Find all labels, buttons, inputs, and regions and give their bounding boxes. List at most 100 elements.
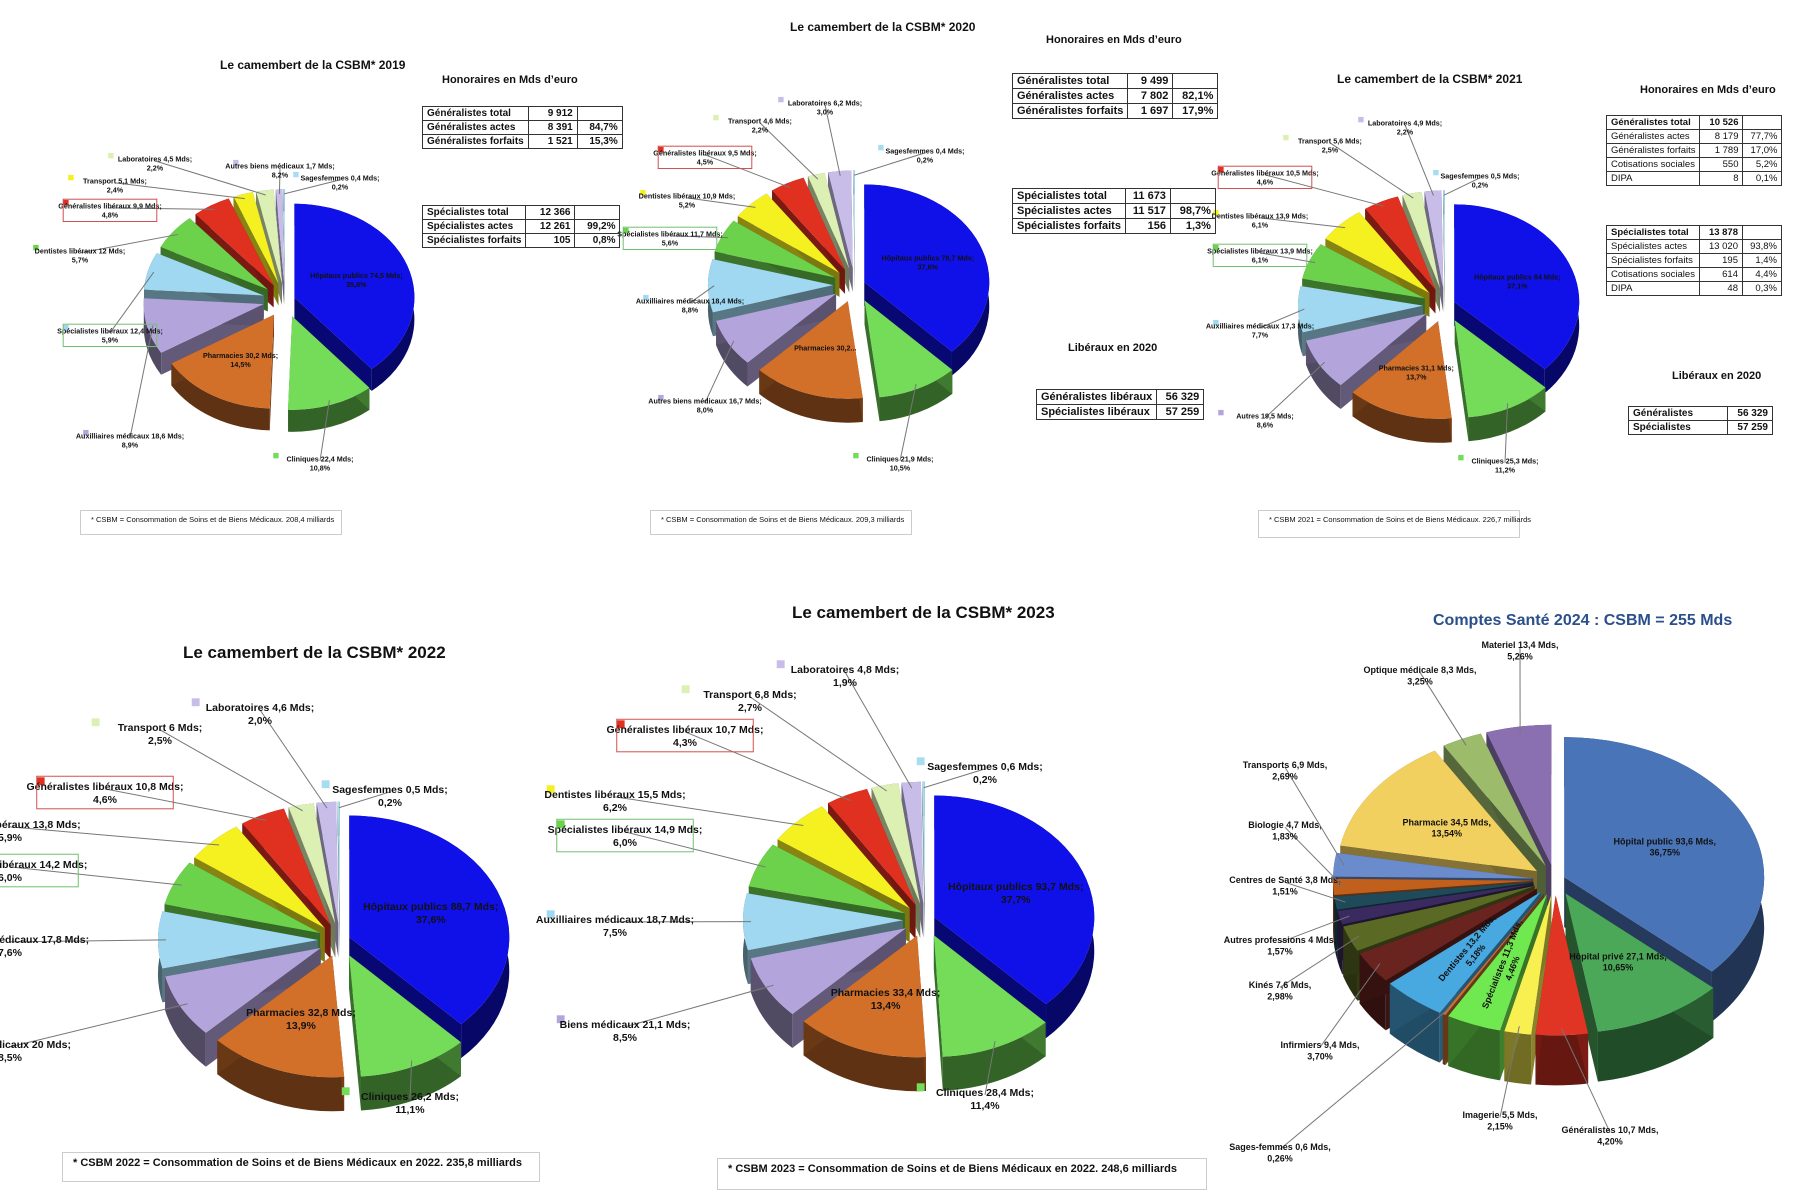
slice-label-pct: 5,6% bbox=[662, 239, 679, 248]
slice-label-autres-biens-medicaux: Autres biens médicaux 16,7 Mds;8,0% bbox=[648, 340, 762, 415]
slice-label-generalistes: Généralistes 10,7 Mds,4,20% bbox=[1561, 1028, 1659, 1146]
slice-label-pct: 35,8% bbox=[346, 280, 367, 289]
slice-label-name: Transport 6,8 Mds; bbox=[703, 689, 796, 701]
leader-line bbox=[159, 729, 303, 812]
pie-slice-sagesfemmes bbox=[853, 170, 855, 292]
leader-line bbox=[824, 104, 841, 176]
slice-label-name: Laboratoires 4,8 Mds; bbox=[791, 664, 900, 676]
slice-label-pct: 8,5% bbox=[0, 1052, 23, 1064]
slice-label-name: Généralistes libéraux 10,8 Mds; bbox=[27, 781, 184, 793]
footnote-2019: * CSBM = Consommation de Soins et de Bie… bbox=[80, 510, 342, 535]
slice-label-transport: Transport 6,8 Mds;2,7% bbox=[681, 685, 887, 792]
slice-label-pct: 37,7% bbox=[1001, 894, 1031, 906]
slice-label-laboratoires: Laboratoires 4,6 Mds;2,0% bbox=[191, 698, 328, 809]
pie-slice-hopitaux-publics bbox=[1454, 204, 1580, 394]
slice-label-auxilliaires-medicaux: Auxilliaires médicaux 18,4 Mds;8,8% bbox=[636, 285, 744, 315]
slice-label-name: Cliniques 25,3 Mds; bbox=[1471, 457, 1538, 466]
pie-slice-sagesfemmes bbox=[283, 189, 285, 305]
legend-swatch bbox=[1213, 209, 1219, 216]
slice-label-name: Sagesfemmes 0,6 Mds; bbox=[927, 761, 1043, 773]
slice-label-pct: 10,8% bbox=[310, 464, 331, 473]
legend-swatch bbox=[776, 660, 785, 669]
table-row: Spécialistes actes 12 261 99,2% bbox=[421, 219, 621, 234]
slice-label-pct: 37,6% bbox=[416, 914, 446, 926]
leader-line bbox=[9, 1003, 188, 1048]
liberaux-table-2020: Généralistes libéraux 56 329 Spécialistes… bbox=[1035, 389, 1205, 420]
label-box bbox=[36, 775, 174, 810]
legend-swatch bbox=[1283, 134, 1289, 141]
slice-label-name: Dentistes libéraux 13,9 Mds; bbox=[1212, 212, 1309, 221]
leader-line bbox=[1279, 935, 1360, 988]
slice-label-name: Biens médicaux 21,1 Mds; bbox=[560, 1019, 691, 1031]
leader-line bbox=[686, 197, 756, 208]
leader-line bbox=[899, 383, 917, 461]
slice-label-pharmacies: Pharmacies 30,2... bbox=[794, 343, 856, 352]
pie-slice-pharmacies bbox=[171, 314, 274, 431]
table-row: Spécialistes actes 11 517 98,7% bbox=[1012, 203, 1216, 219]
slice-label-auxilliaires-medicaux: Auxilliaires médicaux 17,8 Mds;7,6% bbox=[0, 934, 167, 959]
legend-swatch bbox=[878, 144, 884, 151]
pie-slice-pharmacies bbox=[217, 955, 345, 1112]
table-row: Spécialistes total 12 366 bbox=[421, 205, 621, 220]
leader-line bbox=[923, 768, 986, 789]
slice-label-name: Dentistes libéraux 10,9 Mds; bbox=[639, 192, 736, 201]
leader-line bbox=[624, 831, 766, 868]
slice-label-pct: 36,75% bbox=[1650, 848, 1681, 858]
slice-label-pct: 2,15% bbox=[1487, 1121, 1513, 1131]
slice-label-pct: 14,5% bbox=[230, 360, 251, 369]
leader-line bbox=[1279, 915, 1350, 943]
slice-label-pct: 8,5% bbox=[613, 1032, 638, 1044]
slice-label-name: Sagesfemmes 0,4 Mds; bbox=[300, 174, 379, 183]
leader-line bbox=[9, 939, 167, 943]
slice-label-pct: 8,0% bbox=[697, 406, 714, 415]
honoraires-table-2020-generalistes: Généralistes total 9 499 Généralistes act… bbox=[1011, 73, 1219, 119]
slice-label-sagesfemmes: Sagesfemmes 0,4 Mds;0,2% bbox=[854, 144, 965, 176]
slice-label-name: Optique médicale 8,3 Mds, bbox=[1363, 665, 1476, 675]
slice-label-generalistes-liberaux: Généralistes libéraux 10,5 Mds;4,6% bbox=[1211, 165, 1384, 207]
slice-label-pct: 6,0% bbox=[613, 837, 638, 849]
slice-label-name: Transport 5,6 Mds; bbox=[1298, 137, 1362, 146]
leader-line bbox=[9, 826, 220, 846]
legend-swatch bbox=[640, 189, 646, 196]
slice-label-pct: 0,2% bbox=[332, 183, 349, 192]
legend-swatch bbox=[556, 1015, 565, 1024]
slice-label-name: Cliniques 28,4 Mds; bbox=[936, 1087, 1034, 1099]
leader-line bbox=[689, 285, 715, 304]
slice-label-pct: 2,2% bbox=[147, 164, 164, 173]
pie-slice-sagesfemmes bbox=[922, 781, 925, 938]
slice-label-name: Autres biens médicaux 16,7 Mds; bbox=[648, 397, 761, 406]
slice-label-pct: 2,98% bbox=[1267, 991, 1293, 1001]
slice-label-name: Pharmacies 32,8 Mds; bbox=[246, 1007, 356, 1019]
table-row: Généralistes total 10 526 bbox=[1605, 115, 1783, 130]
legend-swatch bbox=[916, 757, 925, 766]
table-title-2019: Honoraires en Mds d’euro bbox=[442, 74, 578, 86]
slice-label-pharmacie: Pharmacie 34,5 Mds, 13,54% bbox=[1403, 817, 1492, 838]
leader-line bbox=[984, 1040, 996, 1095]
table-row: DIPA 48 0,3% bbox=[1606, 281, 1782, 296]
legend-swatch bbox=[321, 780, 330, 789]
label-box bbox=[622, 226, 718, 251]
legend-swatch bbox=[1218, 166, 1224, 173]
slice-label-pct: 8,2% bbox=[272, 171, 289, 180]
label-box bbox=[657, 145, 753, 170]
legend-swatch bbox=[546, 785, 555, 794]
slice-label-pct: 5,26% bbox=[1507, 651, 1533, 661]
slice-label-pct: 13,7% bbox=[1406, 373, 1427, 382]
slice-label-pct: 0,2% bbox=[973, 774, 998, 786]
leader-line bbox=[749, 696, 887, 792]
slice-label-pct: 0,2% bbox=[917, 156, 934, 165]
slice-label-name: Hôpitaux publics 84 Mds; bbox=[1474, 272, 1561, 281]
slice-label-name: Spécialistes libéraux 12,4 Mds; bbox=[57, 327, 163, 336]
slice-label-pct: 6,1% bbox=[1252, 221, 1269, 230]
slice-label-name: Pharmacie 34,5 Mds, bbox=[1403, 817, 1492, 827]
leader-line bbox=[704, 340, 735, 404]
slice-label-name: Biens médicaux 20 Mds; bbox=[0, 1039, 71, 1051]
pie-slice-hopital-prive bbox=[1565, 893, 1714, 1082]
liberaux-title-2021: Libéraux en 2020 bbox=[1672, 370, 1762, 382]
leader-line bbox=[854, 152, 926, 176]
legend-swatch bbox=[36, 777, 45, 786]
slice-label-name: Dentistes libéraux 13,8 Mds; bbox=[0, 819, 81, 831]
slice-label-specialistes-liberaux: Spécialistes libéraux 12,4 Mds;5,9% bbox=[57, 271, 163, 348]
